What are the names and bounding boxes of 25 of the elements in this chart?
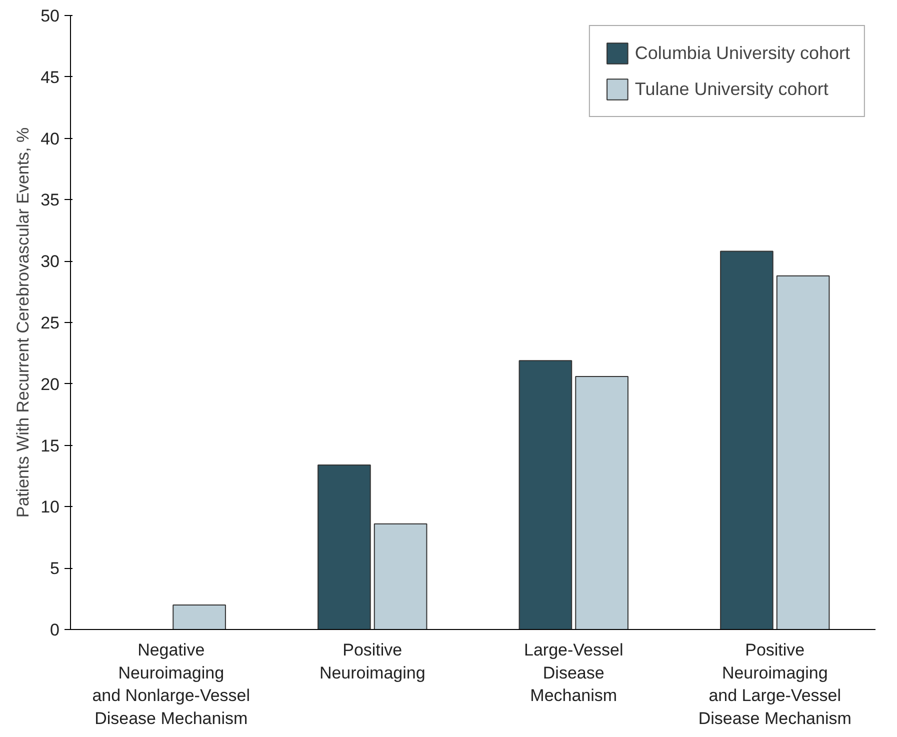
- x-tick-label: Large-Vessel Disease Mechanism: [524, 640, 624, 706]
- x-tick-label: Positive Neuroimaging: [319, 640, 426, 682]
- y-tick-label: 30: [40, 252, 60, 272]
- legend-label: Tulane University cohort: [634, 78, 828, 100]
- y-axis-title: Patients With Recurrent Cerebrovascular Events, %: [14, 127, 33, 518]
- bar: [374, 523, 428, 630]
- bar: [518, 360, 572, 630]
- bar: [720, 250, 774, 630]
- y-tick-label: 5: [50, 559, 60, 578]
- x-tick-label: Positive Neuroimaging and Large-Vessel Disease Mechanism: [698, 640, 852, 728]
- bar: [318, 464, 371, 630]
- y-tick-label: 25: [40, 314, 60, 332]
- y-tick-label: 50: [40, 6, 60, 26]
- y-tick-label: 15: [40, 436, 60, 456]
- x-tick-label: Negative Neuroimaging and Nonlarge-Vessel Disease Mechanism: [92, 640, 250, 728]
- y-tick-label: 0: [50, 620, 60, 640]
- bar: [776, 275, 830, 630]
- y-tick-label: 40: [40, 129, 60, 148]
- y-tick-label: 35: [40, 190, 60, 210]
- y-tick-label: 10: [40, 498, 60, 517]
- bar: [172, 604, 226, 630]
- y-tick-label: 20: [40, 374, 60, 394]
- bar: [575, 376, 628, 630]
- legend-label: Columbia University cohort: [634, 42, 850, 64]
- y-tick-label: 45: [40, 68, 60, 87]
